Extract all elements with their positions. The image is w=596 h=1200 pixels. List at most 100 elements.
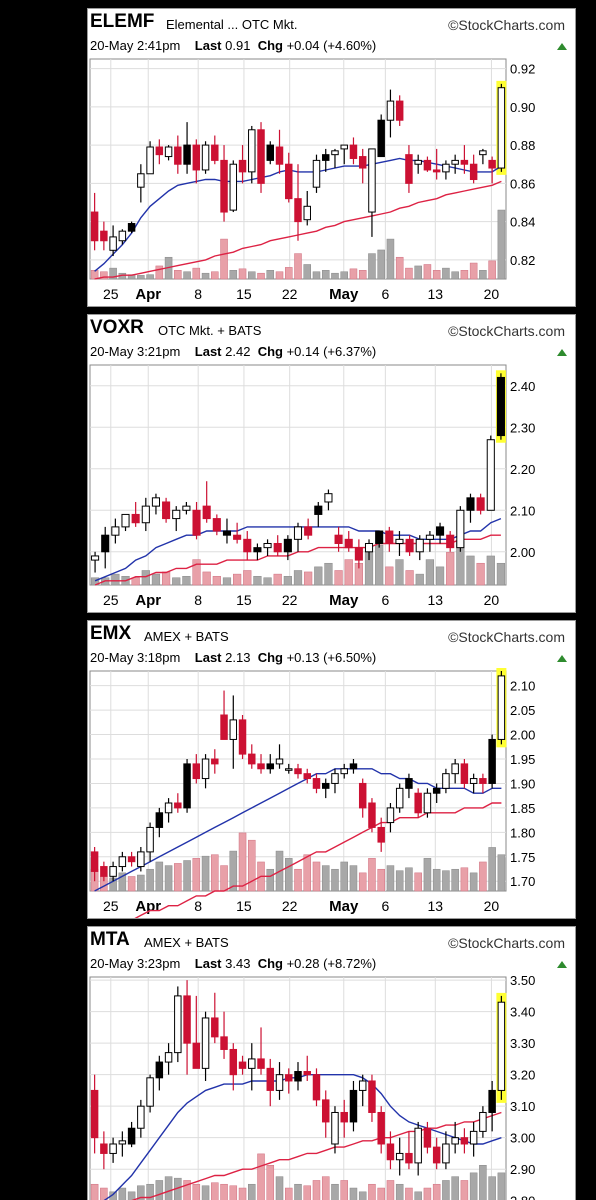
volume-bar xyxy=(238,832,247,892)
volume-bar xyxy=(423,264,432,280)
up-arrow-icon xyxy=(557,655,567,662)
candle-body xyxy=(233,534,242,540)
candle-body xyxy=(395,787,404,809)
volume-bar xyxy=(183,271,191,280)
y-tick-label: 2.20 xyxy=(510,462,535,477)
x-tick-label: 22 xyxy=(282,592,298,608)
x-tick-label: May xyxy=(329,592,359,609)
last-value: 2.42 xyxy=(225,344,251,359)
quote-line: 20-May 3:18pm Last 2.13 Chg +0.13 (+6.50… xyxy=(90,650,376,665)
candle-body xyxy=(266,763,275,770)
candle-body xyxy=(155,1061,164,1079)
quote-line: 20-May 3:21pm Last 2.42 Chg +0.14 (+6.37… xyxy=(90,344,376,359)
candle-body xyxy=(414,1127,422,1164)
candle-body xyxy=(238,719,247,755)
candle-body xyxy=(294,1071,302,1082)
x-tick-label: 15 xyxy=(236,286,252,302)
volume-bar xyxy=(284,858,293,892)
candle-body xyxy=(377,119,385,158)
candle-body xyxy=(375,530,384,544)
candle-body xyxy=(285,768,293,771)
candle-body xyxy=(174,802,182,809)
volume-bar xyxy=(222,577,232,586)
volume-bar xyxy=(451,868,459,892)
chg-value: +0.28 (+8.72%) xyxy=(286,956,377,971)
candle-body xyxy=(460,1137,469,1145)
x-tick-label: Apr xyxy=(135,286,161,303)
volume-bar xyxy=(111,573,120,586)
volume-bar xyxy=(211,854,219,892)
candle-body xyxy=(109,866,117,877)
candle-body xyxy=(405,538,414,553)
candle-body xyxy=(220,159,228,213)
candle-body xyxy=(469,778,478,784)
candle-body xyxy=(312,778,321,789)
brand-logo[interactable]: ©StockCharts.com xyxy=(448,629,565,645)
candle-body xyxy=(155,812,164,828)
candle-body xyxy=(414,792,422,814)
volume-bar xyxy=(174,863,182,892)
volume-bar xyxy=(344,559,353,586)
volume-bar xyxy=(293,570,303,586)
volume-bar xyxy=(118,872,127,892)
brand-logo[interactable]: ©StockCharts.com xyxy=(448,323,565,339)
volume-bar xyxy=(432,1183,441,1200)
x-tick-label: 13 xyxy=(427,286,443,302)
volume-bar xyxy=(358,1191,367,1200)
volume-bar xyxy=(155,265,164,280)
x-tick-label: 22 xyxy=(282,898,298,914)
volume-bar xyxy=(321,1176,330,1200)
volume-bar xyxy=(425,559,435,586)
candle-body xyxy=(275,146,284,165)
volume-bar xyxy=(460,867,469,892)
volume-bar xyxy=(303,854,312,892)
volume-bar xyxy=(358,872,367,892)
candle-body xyxy=(423,1127,432,1148)
volume-bar xyxy=(358,270,367,280)
volume-bar xyxy=(312,861,321,892)
copyright-icon: © xyxy=(448,323,459,339)
candle-body xyxy=(183,144,191,165)
volume-bar xyxy=(137,1185,145,1200)
candle-body xyxy=(497,87,506,169)
candle-body xyxy=(192,509,201,536)
y-tick-label: 3.50 xyxy=(510,973,535,988)
volume-bar xyxy=(161,571,171,586)
ma-long-line xyxy=(131,1111,502,1200)
volume-bar xyxy=(137,874,145,892)
candlestick-chart: 2.40 2.30 2.20 2.10 2.00 25 Apr 8 15 22 May 6 13 20 xyxy=(89,364,535,609)
brand-logo[interactable]: ©StockCharts.com xyxy=(448,935,565,951)
candle-body xyxy=(131,513,140,524)
volume-bar xyxy=(405,1187,413,1200)
volume-bar xyxy=(243,570,252,586)
candle-body xyxy=(211,1017,219,1038)
candle-body xyxy=(293,526,303,540)
chg-value: +0.13 (+6.50%) xyxy=(286,650,377,665)
chg-value: +0.04 (+4.60%) xyxy=(286,38,377,53)
volume-bar xyxy=(275,271,284,280)
candle-body xyxy=(283,538,292,553)
volume-bar xyxy=(238,1187,247,1200)
volume-bar xyxy=(375,544,384,586)
candle-body xyxy=(312,1074,321,1101)
y-tick-label: 1.95 xyxy=(510,752,535,767)
candle-body xyxy=(386,807,395,824)
y-tick-label: 2.10 xyxy=(510,503,535,518)
volume-bar xyxy=(211,271,219,280)
copyright-icon: © xyxy=(448,17,459,33)
volume-bar xyxy=(266,868,275,892)
volume-bar xyxy=(294,868,302,892)
y-tick-label: 0.82 xyxy=(510,253,535,268)
y-tick-label: 0.86 xyxy=(510,176,535,191)
volume-bar xyxy=(331,1183,339,1200)
brand-logo[interactable]: ©StockCharts.com xyxy=(448,17,565,33)
volume-bar xyxy=(220,1183,228,1200)
candle-body xyxy=(127,223,136,232)
candle-body xyxy=(100,1143,108,1154)
x-tick-label: Apr xyxy=(135,898,161,915)
y-tick-label: 1.70 xyxy=(510,874,535,889)
candle-body xyxy=(451,1137,459,1145)
volume-bar xyxy=(405,867,413,892)
volume-bar xyxy=(202,571,211,586)
candle-body xyxy=(358,782,367,809)
